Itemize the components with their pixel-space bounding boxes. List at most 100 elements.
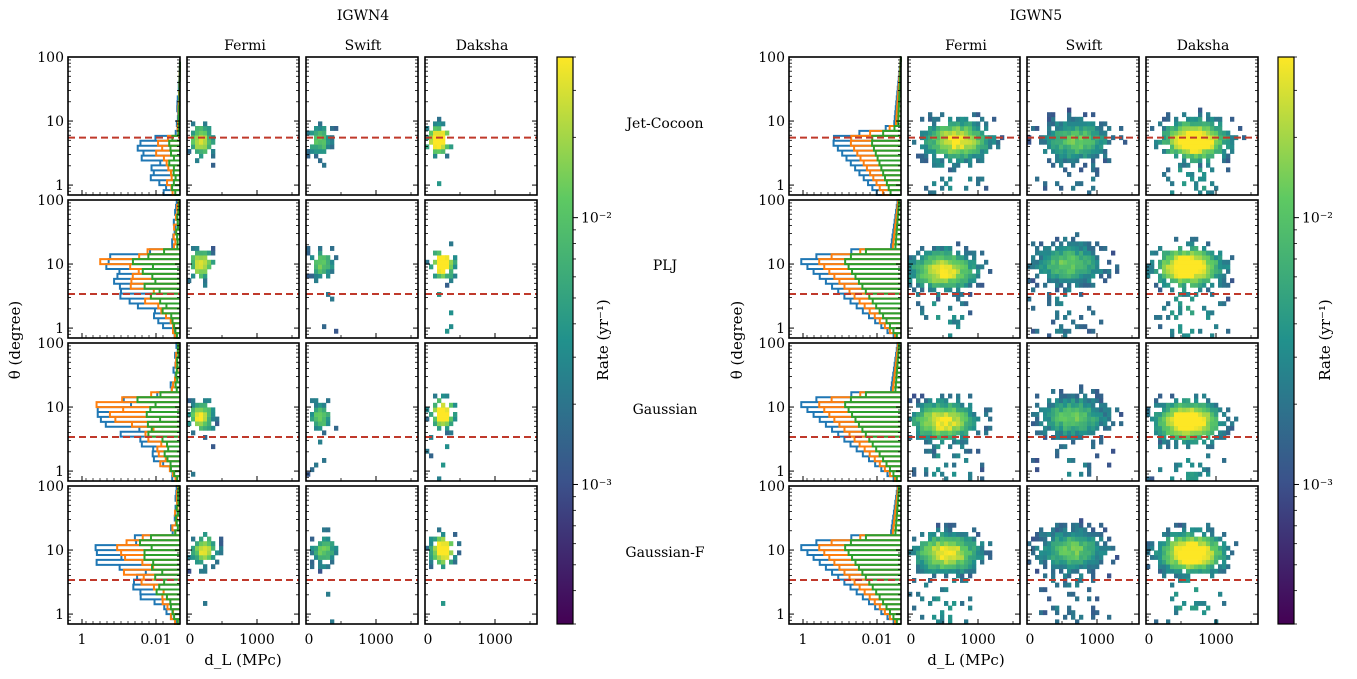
- heatmap-cell: [203, 149, 208, 154]
- heatmap-cell: [1158, 264, 1163, 270]
- heatmap-cell: [1170, 126, 1175, 131]
- heatmap-cell: [964, 412, 969, 417]
- heatmap-cell: [1198, 167, 1203, 173]
- heatmap-cell: [1051, 550, 1056, 556]
- heatmap-cell: [1214, 402, 1219, 408]
- heatmap-cell: [1059, 139, 1064, 145]
- heatmap-cell: [972, 564, 977, 570]
- heatmap-cell: [940, 176, 945, 182]
- heatmap-cell: [1059, 412, 1064, 417]
- heatmap-cell: [936, 282, 941, 288]
- heatmap-cell: [1075, 559, 1080, 565]
- heatmap-cell: [1178, 412, 1183, 417]
- heatmap-cell: [1182, 412, 1187, 417]
- heatmap-cell: [1222, 601, 1227, 606]
- heatmap-cell: [980, 550, 985, 556]
- heatmap-cell: [932, 550, 937, 556]
- heatmap-cell: [1190, 158, 1195, 164]
- heatmap-cell: [912, 536, 917, 542]
- heatmap-cell: [1166, 259, 1171, 265]
- heatmap-cell: [956, 282, 961, 288]
- heatmap-cell: [1190, 412, 1195, 417]
- heatmap-cell: [1202, 425, 1207, 431]
- heatmap-cell: [437, 407, 442, 413]
- heatmap-cell: [932, 444, 937, 450]
- heatmap-cell: [1071, 407, 1076, 413]
- heatmap-cell: [1071, 416, 1076, 422]
- heatmap-cell: [968, 573, 973, 579]
- heatmap-cell: [1099, 121, 1104, 127]
- heatmap-cell: [1059, 564, 1064, 570]
- heatmap-cell: [433, 550, 438, 556]
- heatmap-cell: [1198, 264, 1203, 270]
- heatmap-cell: [1035, 458, 1040, 463]
- heatmap-cell: [1059, 393, 1064, 399]
- heatmap-cell: [1067, 550, 1072, 556]
- heatmap-cell: [1194, 153, 1199, 159]
- heatmap-cell: [1095, 264, 1100, 270]
- heatmap-cell: [1162, 550, 1167, 556]
- heatmap-cell: [318, 250, 323, 256]
- heatmap-cell: [968, 568, 973, 574]
- panel-title-igwn4: IGWN4: [337, 8, 389, 24]
- heatmap-cell: [199, 269, 204, 274]
- heatmap-cell: [1186, 471, 1191, 477]
- heatmap-cell: [445, 541, 450, 547]
- heatmap-cell: [1063, 407, 1068, 413]
- heatmap-cell: [207, 259, 212, 265]
- heatmap-cell: [924, 264, 929, 270]
- heatmap-cell: [964, 555, 969, 560]
- heatmap-cell: [326, 591, 331, 597]
- heatmap-cell: [1186, 264, 1191, 270]
- heatmap-cell: [1051, 425, 1056, 431]
- heatmap-cell: [908, 273, 913, 279]
- heatmap-cell: [429, 412, 434, 417]
- heatmap-cell: [433, 273, 438, 279]
- heatmap-cell: [1214, 421, 1219, 427]
- heatmap-cell: [1166, 619, 1171, 625]
- heatmap-cell: [1194, 144, 1199, 150]
- heatmap-cell: [924, 448, 929, 454]
- heatmap-cell: [928, 448, 933, 454]
- heatmap-cell: [326, 412, 331, 417]
- heatmap-cell: [1186, 333, 1191, 339]
- heatmap-cell: [968, 425, 973, 431]
- heatmap-cell: [1067, 282, 1072, 288]
- heatmap-cell: [1075, 402, 1080, 408]
- heatmap-cell: [1083, 559, 1088, 565]
- heatmap-cell: [1079, 135, 1084, 141]
- heatmap-cell: [1182, 158, 1187, 164]
- y-tick-label: 100: [37, 193, 64, 209]
- heatmap-cell: [1206, 605, 1211, 611]
- heatmap-cell: [1166, 430, 1171, 436]
- heatmap-cell: [1226, 139, 1231, 145]
- heatmap-cell: [956, 402, 961, 408]
- heatmap-cell: [1055, 605, 1060, 611]
- heatmap-cell: [1162, 139, 1167, 145]
- heatmap-cell: [928, 430, 933, 436]
- heatmap-cell: [952, 149, 957, 154]
- heatmap-cell: [1166, 264, 1171, 270]
- heatmap-cell: [1170, 181, 1175, 187]
- heatmap-cell: [940, 555, 945, 560]
- heatmap-cell: [1063, 278, 1068, 284]
- heatmap-cell: [441, 550, 446, 556]
- heatmap-cell: [936, 407, 941, 413]
- heatmap-cell: [1206, 564, 1211, 570]
- heatmap-cell: [976, 139, 981, 145]
- heatmap-cell: [453, 273, 458, 279]
- heatmap-cell: [326, 564, 331, 570]
- heatmap-cell: [326, 255, 331, 261]
- heatmap-cell: [318, 412, 323, 417]
- heatmap-cell: [1043, 545, 1048, 551]
- heatmap-cell: [1063, 264, 1068, 270]
- heatmap-cell: [326, 536, 331, 542]
- heatmap-cell: [425, 416, 430, 422]
- heatmap-cell: [1055, 564, 1060, 570]
- heatmap-cell: [310, 398, 315, 404]
- heatmap-cell: [1039, 532, 1044, 537]
- heatmap-cell: [1123, 139, 1128, 145]
- heatmap-cell: [1186, 573, 1191, 579]
- heatmap-cell: [1222, 264, 1227, 270]
- heatmap-cell: [1182, 181, 1187, 187]
